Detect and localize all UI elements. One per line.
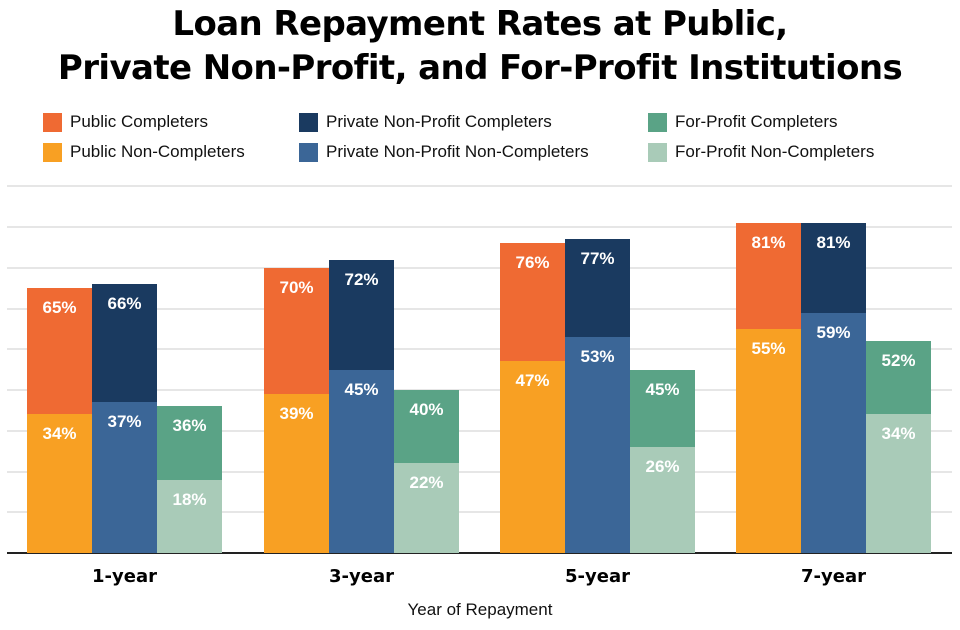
legend-label: Public Completers xyxy=(70,112,208,131)
gridline xyxy=(7,429,952,432)
bar-value-label: 39% xyxy=(279,404,314,424)
bar-value-label: 81% xyxy=(751,232,786,252)
legend-label: Public Non-Completers xyxy=(70,142,245,161)
bar-for-profit-non-completers-3-year xyxy=(394,463,459,553)
x-tick-label: 1-year xyxy=(92,566,157,587)
bar-value-label: 66% xyxy=(107,294,142,314)
chart-title-line-2: Private Non-Profit, and For-Profit Insti… xyxy=(57,48,903,88)
bar-value-label: 36% xyxy=(172,416,207,436)
bar-value-label: 45% xyxy=(645,379,680,399)
x-axis-baseline xyxy=(7,552,952,554)
bar-value-label: 52% xyxy=(881,351,916,371)
chart-title-line-1: Loan Repayment Rates at Public, xyxy=(172,4,788,44)
bar-value-label: 76% xyxy=(515,253,550,273)
x-tick-label: 7-year xyxy=(801,566,866,587)
gridline xyxy=(7,470,952,473)
bar-public-non-completers-1-year xyxy=(27,414,92,553)
bar-private-non-profit-non-completers-7-year xyxy=(801,312,866,553)
bar-value-label: 81% xyxy=(816,232,851,252)
bar-for-profit-non-completers-1-year xyxy=(157,479,222,553)
legend-item-pnp-non-completers: Private Non-Profit Non-Completers xyxy=(299,142,589,162)
bar-value-label: 72% xyxy=(344,269,379,289)
legend-item-pnp-completers: Private Non-Profit Completers xyxy=(299,112,552,132)
legend-item-fp-non-completers: For-Profit Non-Completers xyxy=(648,142,874,162)
bar-private-non-profit-non-completers-3-year xyxy=(329,369,394,553)
bar-value-label: 40% xyxy=(409,400,444,419)
bar-value-label: 53% xyxy=(580,347,615,367)
bar-value-label: 77% xyxy=(580,249,615,269)
bar-value-label: 47% xyxy=(515,371,550,391)
legend-swatch-icon xyxy=(299,142,318,162)
bar-value-label: 26% xyxy=(645,457,680,477)
x-axis-label: Year of Repayment xyxy=(407,600,553,619)
bar-public-non-completers-5-year xyxy=(500,361,565,553)
legend-item-fp-completers: For-Profit Completers xyxy=(648,112,837,132)
legend-label: Private Non-Profit Non-Completers xyxy=(326,142,589,161)
legend-label: For-Profit Non-Completers xyxy=(675,142,875,161)
gridline xyxy=(7,266,952,269)
chart-title: Loan Repayment Rates at Public, Private … xyxy=(0,2,960,90)
bar-value-label: 34% xyxy=(881,424,916,444)
gridline xyxy=(7,348,952,351)
legend: Public Completers Private Non-Profit Com… xyxy=(43,110,943,166)
bar-value-label: 34% xyxy=(42,424,77,444)
legend-item-public-completers: Public Completers xyxy=(43,112,208,132)
bar-value-label: 45% xyxy=(344,379,379,399)
gridline xyxy=(7,511,952,514)
legend-swatch-icon xyxy=(299,112,318,132)
legend-label: For-Profit Completers xyxy=(675,112,838,131)
bar-public-non-completers-3-year xyxy=(264,394,329,553)
bar-for-profit-non-completers-5-year xyxy=(630,447,695,553)
legend-swatch-icon xyxy=(648,112,667,132)
bar-private-non-profit-non-completers-1-year xyxy=(92,402,157,553)
gridline xyxy=(7,307,952,310)
gridline xyxy=(7,226,952,228)
bar-private-non-profit-non-completers-5-year xyxy=(565,337,630,553)
gridline xyxy=(7,185,952,188)
bar-value-label: 65% xyxy=(42,298,77,318)
bar-value-label: 55% xyxy=(751,338,786,358)
bar-value-label: 22% xyxy=(409,473,444,493)
bar-value-label: 70% xyxy=(279,277,314,297)
bar-value-label: 59% xyxy=(816,322,851,342)
bar-value-label: 37% xyxy=(107,412,142,432)
legend-item-public-non-completers: Public Non-Completers xyxy=(43,142,245,162)
bar-for-profit-non-completers-7-year xyxy=(866,414,931,553)
x-tick-label: 3-year xyxy=(329,566,394,587)
bar-value-label: 18% xyxy=(172,489,207,509)
legend-swatch-icon xyxy=(43,112,62,132)
bar-public-non-completers-7-year xyxy=(736,328,801,553)
legend-swatch-icon xyxy=(648,142,667,162)
legend-label: Private Non-Profit Completers xyxy=(326,112,552,131)
x-tick-label: 5-year xyxy=(565,566,630,587)
gridline xyxy=(7,389,952,391)
legend-swatch-icon xyxy=(43,142,62,162)
